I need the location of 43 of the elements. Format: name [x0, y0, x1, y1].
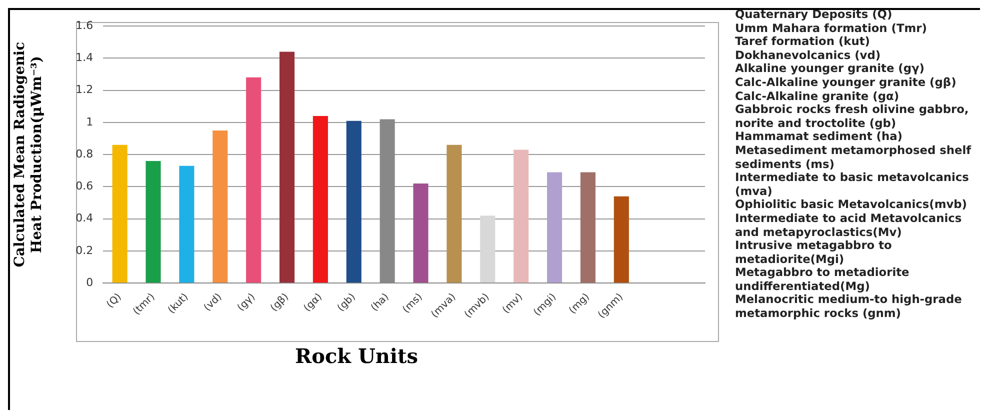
y-tick-label: 0.4 — [76, 212, 94, 225]
y-tick-label: 0 — [86, 276, 94, 289]
text: Hammamat sediment (ha) — [735, 129, 904, 144]
y-axis-title: Calculated Mean Radiogenic Heat Production(μWm⁻³) — [12, 42, 45, 268]
bar — [146, 161, 161, 283]
text: Melanocritic medium-to high-grade metamorphic rocks (gnm) — [735, 292, 963, 321]
bar — [614, 196, 629, 283]
text: Dokhanevolcanics (vd) — [735, 48, 882, 62]
text: Umm Mahara formation (Tmr) — [735, 20, 928, 36]
text: Calc-Alkaline younger granite (gβ) — [735, 74, 958, 90]
text: Intrusive metagabbro to metadiorite(Mgi) — [735, 238, 892, 266]
bar — [446, 144, 462, 283]
bar — [212, 130, 228, 283]
text: Ophiolitic basic Metavolcanics(mvb) — [735, 197, 968, 212]
bar — [580, 172, 596, 283]
text: Gabbroic rocks fresh olivine gabbro, norite and troctolite (gb) — [735, 102, 970, 130]
text: Metagabbro to metadiorite undifferentiated(Mg) — [735, 265, 910, 294]
text: Calc-Alkaline granite (gα) — [735, 88, 900, 104]
y-tick-label: 0.2 — [76, 244, 94, 257]
y-tick-label: 1.6 — [76, 18, 94, 32]
x-tick-label: (Q) — [104, 292, 124, 310]
bar — [279, 52, 295, 283]
text: Metasediment metamorphosed shelf sediments (ms) — [735, 142, 972, 172]
bar — [514, 150, 529, 283]
bar — [346, 120, 362, 283]
bar — [246, 77, 262, 283]
bar — [413, 184, 428, 283]
x-axis-title: Rock Units — [294, 344, 418, 368]
bar — [312, 116, 328, 283]
text: Quaternary Deposits (Q) — [735, 7, 894, 22]
y-tick-label: 1.4 — [76, 51, 94, 64]
text: Taref formation (kut) — [735, 34, 871, 49]
text: Intermediate to acid Metavolcanics and metapyroclastics(Mv) — [735, 210, 963, 240]
text: Intermediate to basic metavolcanics (mva) — [735, 170, 970, 198]
y-tick-label: 1.2 — [76, 83, 94, 96]
text: Alkaline younger granite (gγ) — [735, 61, 926, 76]
y-tick-label: 1 — [86, 115, 94, 128]
bar — [547, 172, 562, 283]
y-tick-label: 0.8 — [76, 147, 94, 160]
bar — [480, 216, 496, 283]
bar — [112, 144, 128, 283]
bar — [179, 166, 194, 283]
y-tick-label: 0.6 — [76, 180, 94, 193]
